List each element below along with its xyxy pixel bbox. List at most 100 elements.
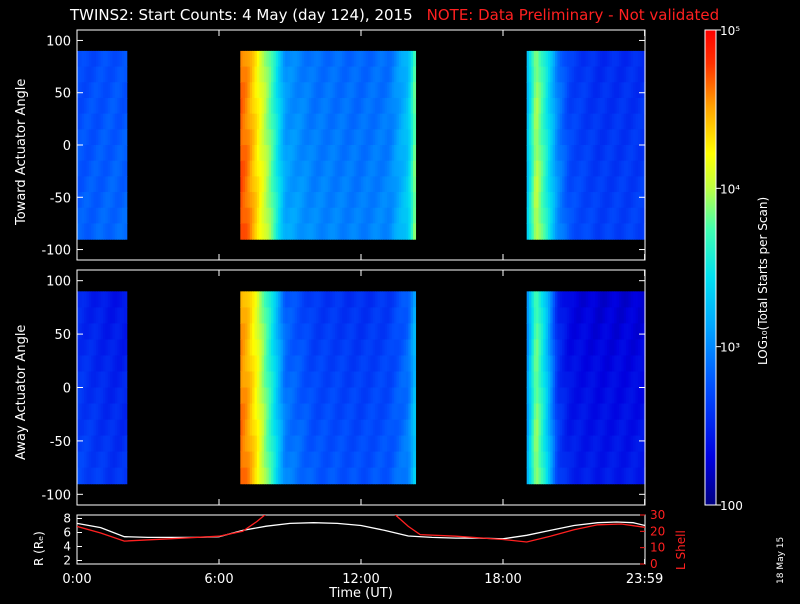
heatmap-cell [576, 451, 580, 469]
heatmap-cell [245, 97, 248, 115]
heatmap-cell [394, 419, 398, 437]
heatmap-cell [543, 129, 547, 146]
heatmap-cell [259, 371, 263, 389]
heatmap-cell [642, 339, 646, 357]
heatmap-cell [538, 435, 542, 453]
chart-title-main: TWINS2: Start Counts: 4 May (day 124), 2… [70, 6, 413, 24]
heatmap-cell [387, 339, 390, 357]
heatmap-cell [616, 176, 620, 193]
heatmap-cell [611, 387, 615, 405]
heatmap-cell [117, 307, 121, 325]
heatmap-cell [529, 467, 532, 485]
heatmap-cell [543, 323, 547, 341]
heatmap-cell [547, 129, 551, 146]
heatmap-cell [247, 176, 251, 193]
heatmap-cell [595, 323, 599, 341]
heatmap-cell [396, 207, 400, 225]
heatmap-cell [384, 323, 388, 341]
heatmap-cell [552, 176, 556, 193]
heatmap-cell [121, 207, 125, 225]
heatmap-cell [604, 419, 608, 437]
heatmap-cell [550, 451, 554, 469]
heatmap-cell [363, 129, 367, 146]
heatmap-cell [368, 419, 372, 437]
heatmap-cell [325, 50, 329, 68]
heatmap-cell [95, 451, 99, 469]
heatmap-cell [626, 113, 630, 130]
heatmap-cell [552, 387, 556, 405]
heatmap-cell [323, 129, 327, 146]
heatmap-cell [403, 467, 407, 485]
heatmap-cell [382, 176, 386, 193]
heatmap-cell [529, 307, 532, 325]
heatmap-cell [323, 435, 327, 453]
heatmap-cell [614, 50, 618, 68]
heatmap-cell [356, 145, 360, 162]
heatmap-cell [273, 207, 277, 225]
heatmap-cell [375, 467, 379, 485]
heatmap-cell [311, 113, 315, 130]
heatmap-cell [332, 97, 336, 115]
heatmap-cell [334, 50, 338, 68]
heatmap-cell [569, 451, 573, 469]
heatmap-cell [630, 291, 634, 308]
heatmap-cell [602, 82, 606, 99]
heatmap-cell [562, 355, 566, 373]
heatmap-cell [635, 82, 639, 99]
heatmap-cell [581, 113, 585, 130]
heatmap-cell [266, 323, 270, 341]
heatmap-cell [623, 323, 627, 341]
heatmap-cell [349, 82, 353, 99]
heatmap-cell [361, 160, 364, 177]
heatmap-cell [330, 223, 334, 240]
heatmap-cell [540, 66, 544, 83]
heatmap-cell [327, 66, 331, 83]
heatmap-cell [86, 129, 90, 146]
heatmap-cell [543, 82, 547, 99]
heatmap-cell [585, 451, 589, 469]
heatmap-cell [346, 291, 350, 308]
heatmap-cell [529, 451, 532, 469]
heatmap-cell [370, 207, 374, 225]
heatmap-cell [361, 403, 364, 421]
heatmap-cell [361, 113, 364, 130]
heatmap-cell [536, 291, 540, 308]
heatmap-cell [308, 355, 312, 373]
heatmap-cell [103, 129, 106, 146]
heatmap-cell [637, 97, 641, 115]
heatmap-cell [597, 129, 601, 146]
heatmap-cell [564, 323, 568, 341]
heatmap-cell [86, 160, 90, 177]
heatmap-cell [346, 419, 350, 437]
heatmap-cell [98, 307, 102, 325]
heatmap-cell [630, 66, 634, 83]
heatmap-cell [623, 387, 627, 405]
heatmap-cell [311, 129, 315, 146]
heatmap-cell [609, 339, 613, 357]
heatmap-cell [389, 160, 393, 177]
heatmap-cell [77, 467, 80, 485]
heatmap-cell [543, 355, 547, 373]
heatmap-cell [550, 467, 554, 485]
heatmap-cell [100, 387, 104, 405]
heatmap-cell [382, 160, 386, 177]
heatmap-cell [576, 307, 580, 325]
heatmap-cell [313, 145, 317, 162]
heatmap-cell [311, 145, 315, 162]
heatmap-cell [609, 387, 613, 405]
heatmap-cell [110, 291, 114, 308]
heatmap-cell [552, 371, 556, 389]
colorbar-tick-label: 10⁴ [720, 182, 740, 196]
heatmap-cell [121, 435, 125, 453]
heatmap-cell [119, 435, 123, 453]
orbit-right-ytick-label: 0 [650, 557, 658, 571]
heatmap-cell [597, 291, 601, 308]
heatmap-cell [405, 467, 409, 485]
heatmap-cell [292, 387, 296, 405]
orbit-xtick-label: 18:00 [484, 572, 521, 587]
heatmap-cell [642, 467, 646, 485]
heatmap-cell [557, 176, 561, 193]
heatmap-cell [365, 387, 369, 405]
heatmap-cell [334, 339, 338, 357]
heatmap-cell [356, 435, 360, 453]
